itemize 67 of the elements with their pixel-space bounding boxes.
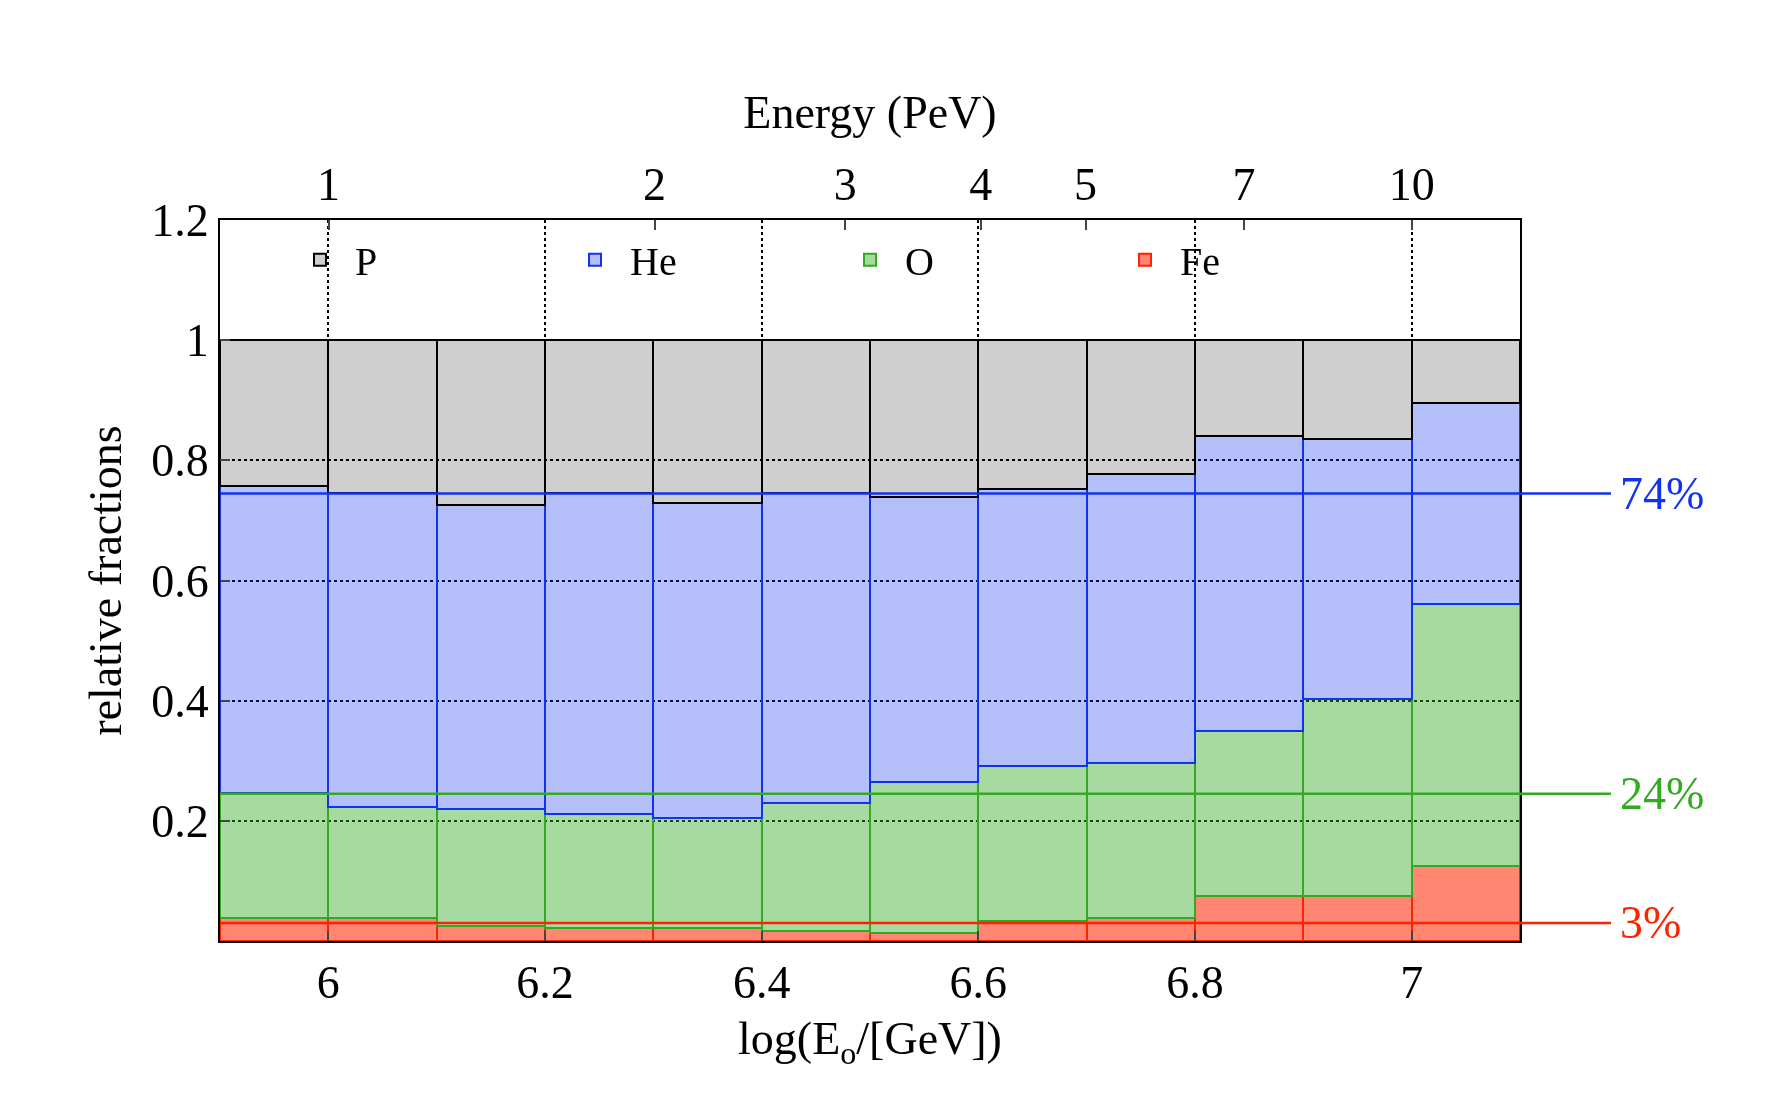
bar (1086, 762, 1196, 919)
bar (1411, 865, 1520, 941)
bar (977, 765, 1088, 922)
bar (652, 817, 763, 929)
bar (1302, 895, 1413, 941)
bar (1194, 339, 1304, 437)
bar (544, 492, 654, 815)
legend-label: O (905, 239, 934, 285)
x2-tick-label: 4 (969, 158, 993, 210)
x-tick-label: 6 (316, 957, 340, 1009)
legend-label: He (630, 239, 677, 285)
bar (761, 339, 871, 494)
bar (869, 496, 979, 783)
bar (761, 492, 871, 804)
bar (869, 781, 979, 934)
y-tick-label: 0.6 (151, 555, 209, 607)
bar (327, 492, 438, 808)
x2-tick-label: 5 (1074, 158, 1098, 210)
x2-tick-label: 10 (1388, 158, 1435, 210)
bar (436, 504, 546, 810)
bar (652, 502, 763, 819)
x2-tick-label: 2 (643, 158, 667, 210)
bar (436, 339, 546, 506)
bar (1411, 339, 1520, 404)
x-tick-label: 6.2 (516, 957, 574, 1009)
bar (327, 339, 438, 494)
y-tick-label: 0.4 (151, 675, 209, 727)
y-tick-label: 1.2 (151, 195, 209, 247)
bar (977, 339, 1088, 490)
y-tick-label: 1 (185, 315, 209, 367)
bar (977, 488, 1088, 767)
bar (1302, 438, 1413, 700)
ref-line-label: 3% (1620, 897, 1682, 948)
bar (1194, 730, 1304, 897)
bar (1086, 473, 1196, 764)
ref-line-label: 24% (1620, 768, 1705, 819)
legend-label: P (355, 239, 378, 285)
x-tick-label: 7 (1400, 957, 1424, 1009)
bar (327, 806, 438, 919)
x-tick-label: 6.8 (1166, 957, 1224, 1009)
bar (869, 339, 979, 498)
bar (220, 339, 329, 487)
x-axis-title: log(E$_{o}$/[GeV]) (738, 1013, 1002, 1072)
x2-tick-label: 7 (1232, 158, 1256, 210)
bar (1302, 339, 1413, 440)
bar (1194, 435, 1304, 732)
bar (1086, 339, 1196, 475)
ref-line-label: 74% (1620, 468, 1705, 519)
bar (436, 808, 546, 927)
bar (761, 802, 871, 932)
bar (652, 339, 763, 504)
y-tick-label: 0.2 (151, 795, 209, 847)
bar (544, 339, 654, 494)
x2-axis-title: Energy (PeV) (743, 87, 997, 139)
x2-tick-label: 1 (317, 158, 341, 210)
legend-label: Fe (1180, 239, 1220, 285)
x2-tick-label: 3 (833, 158, 857, 210)
x-tick-label: 6.6 (949, 957, 1008, 1009)
bar (1411, 603, 1520, 867)
x-tick-label: 6.4 (732, 957, 791, 1009)
bar (1302, 698, 1413, 897)
y-tick-label: 0.8 (151, 435, 209, 487)
bar (220, 792, 329, 919)
bar (1411, 402, 1520, 605)
y-axis-title: relative fractions (80, 425, 132, 736)
bar (220, 485, 329, 794)
bar (544, 813, 654, 929)
